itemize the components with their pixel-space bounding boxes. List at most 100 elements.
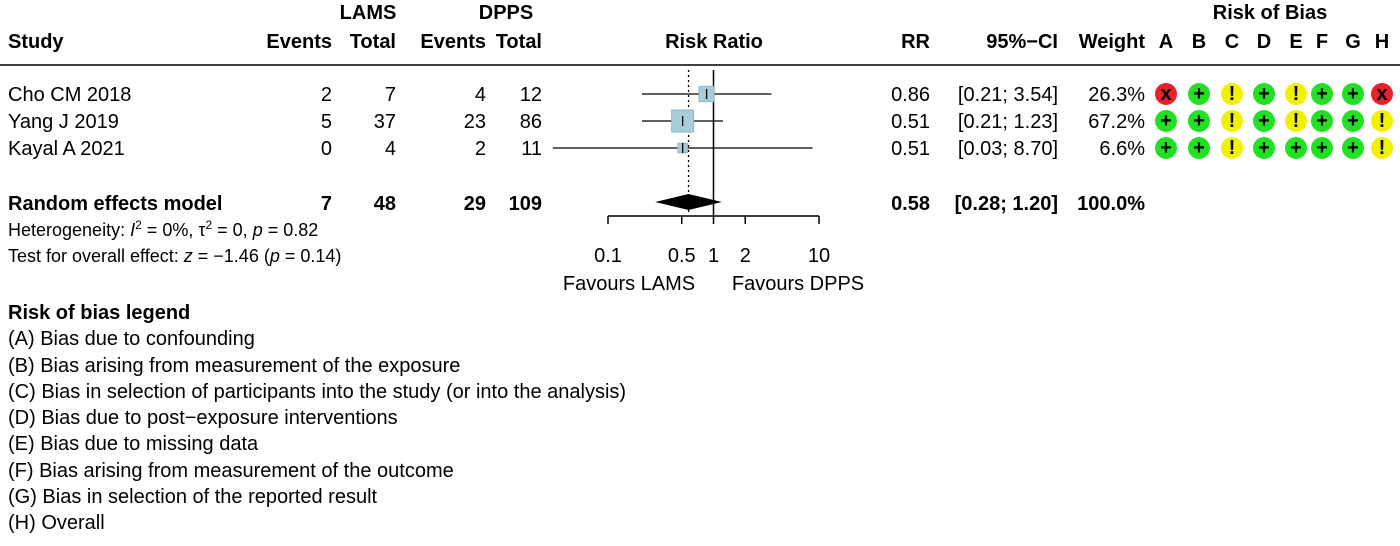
bias-symbol: ! [1293,110,1300,132]
bias-some-icon [1221,83,1243,105]
bias-low-icon [1342,110,1364,132]
header-dpps: DPPS [479,2,533,24]
ci-value: [0.21; 3.54] [958,84,1058,106]
bias-low-icon [1285,137,1307,159]
overall-effect-text: Test for overall effect: z = −1.46 (p = … [8,246,342,266]
header-domain-g: G [1345,31,1361,53]
bias-symbol: + [1258,110,1270,132]
bias-low-icon [1253,83,1275,105]
header-lams-total: Total [350,31,396,53]
bias-symbol: + [1160,110,1172,132]
x-tick-label: 1 [708,245,719,267]
dpps-events-value: 23 [464,111,486,133]
pooled-ci: [0.28; 1.20] [955,193,1058,215]
rr-value: 0.51 [891,138,930,160]
legend-item-b: (B) Bias arising from measurement of the… [8,354,461,377]
risk-of-bias-legend: Risk of bias legend (A) Bias due to conf… [8,300,626,537]
lams-total-value: 37 [374,111,396,133]
bias-low-icon [1311,137,1333,159]
favours-left-label: Favours LAMS [563,273,695,295]
bias-symbol: + [1316,83,1328,105]
rr-value: 0.51 [891,111,930,133]
header-dpps-total: Total [496,31,542,53]
legend-item-c: (C) Bias in selection of participants in… [8,380,627,403]
bias-symbol: + [1193,137,1205,159]
bias-symbol: + [1258,83,1270,105]
pooled-rr: 0.58 [891,193,930,215]
legend-title: Risk of bias legend [8,302,191,324]
bias-symbol: x [1376,83,1387,105]
bias-symbol: ! [1229,83,1236,105]
pooled-lams-events: 7 [321,193,332,215]
header-domain-a: A [1159,31,1173,53]
lams-events-value: 2 [321,84,332,106]
weight-value: 26.3% [1088,84,1145,106]
lams-events-value: 5 [321,111,332,133]
bias-symbol: + [1347,137,1359,159]
header-ci: 95%−CI [986,31,1058,53]
header-domain-f: F [1316,31,1328,53]
dpps-events-value: 4 [475,84,486,106]
bias-low-icon [1253,110,1275,132]
bias-symbol: + [1347,83,1359,105]
bias-symbol: + [1347,110,1359,132]
bias-symbol: + [1316,110,1328,132]
weight-value: 6.6% [1099,138,1145,160]
x-tick-label: 10 [808,245,830,267]
pooled-dpps-total: 109 [509,193,542,215]
favours-right-label: Favours DPPS [732,273,864,295]
legend-item-h: (H) Overall [8,512,105,535]
pooled-lams-total: 48 [374,193,396,215]
pooled-diamond [655,194,722,210]
dpps-events-value: 2 [475,138,486,160]
rr-value: 0.86 [891,84,930,106]
bias-low-icon [1311,83,1333,105]
study-name: Cho CM 2018 [8,84,131,106]
x-tick-label: 2 [740,245,751,267]
header-risk-of-bias: Risk of Bias [1213,2,1327,24]
pooled-name: Random effects model [8,193,222,215]
bias-low-icon [1188,110,1210,132]
header-domain-d: D [1257,31,1271,53]
pooled-weight: 100.0% [1077,193,1145,215]
header-lams-events: Events [266,31,332,53]
legend-item-g: (G) Bias in selection of the reported re… [8,486,378,509]
bias-low-icon [1188,83,1210,105]
bias-low-icon [1253,137,1275,159]
bias-high-icon [1371,83,1393,105]
header-lams: LAMS [340,2,397,24]
bias-some-icon [1221,110,1243,132]
header-domain-h: H [1375,31,1389,53]
bias-some-icon [1371,110,1393,132]
lams-total-value: 7 [385,84,396,106]
bias-low-icon [1188,137,1210,159]
bias-symbol: ! [1229,137,1236,159]
bias-symbol: + [1193,110,1205,132]
header-domain-e: E [1289,31,1302,53]
legend-item-a: (A) Bias due to confounding [8,328,255,351]
ci-value: [0.03; 8.70] [958,138,1058,160]
header-dpps-events: Events [420,31,486,53]
forest-plot: LAMS DPPS Risk of Bias Study Events Total Even… [0,2,1400,295]
dpps-total-value: 86 [520,111,542,133]
bias-symbol: ! [1379,137,1386,159]
header-risk-ratio: Risk Ratio [665,31,763,53]
bias-symbol: + [1316,137,1328,159]
dpps-total-value: 11 [521,138,542,160]
dpps-total-value: 12 [520,84,542,106]
bias-some-icon [1371,137,1393,159]
bias-symbol: + [1193,83,1205,105]
legend-item-d: (D) Bias due to post−exposure interventi… [8,407,398,430]
lams-events-value: 0 [321,138,332,160]
header-weight: Weight [1079,31,1146,53]
legend-item-e: (E) Bias due to missing data [8,433,259,456]
pooled-dpps-events: 29 [464,193,486,215]
x-tick-label: 0.1 [594,245,622,267]
bias-symbol: + [1160,137,1172,159]
bias-symbol: ! [1229,110,1236,132]
study-name: Yang J 2019 [8,111,119,133]
header-study: Study [8,31,64,53]
bias-low-icon [1342,137,1364,159]
study-name: Kayal A 2021 [8,138,125,160]
bias-some-icon [1285,83,1307,105]
